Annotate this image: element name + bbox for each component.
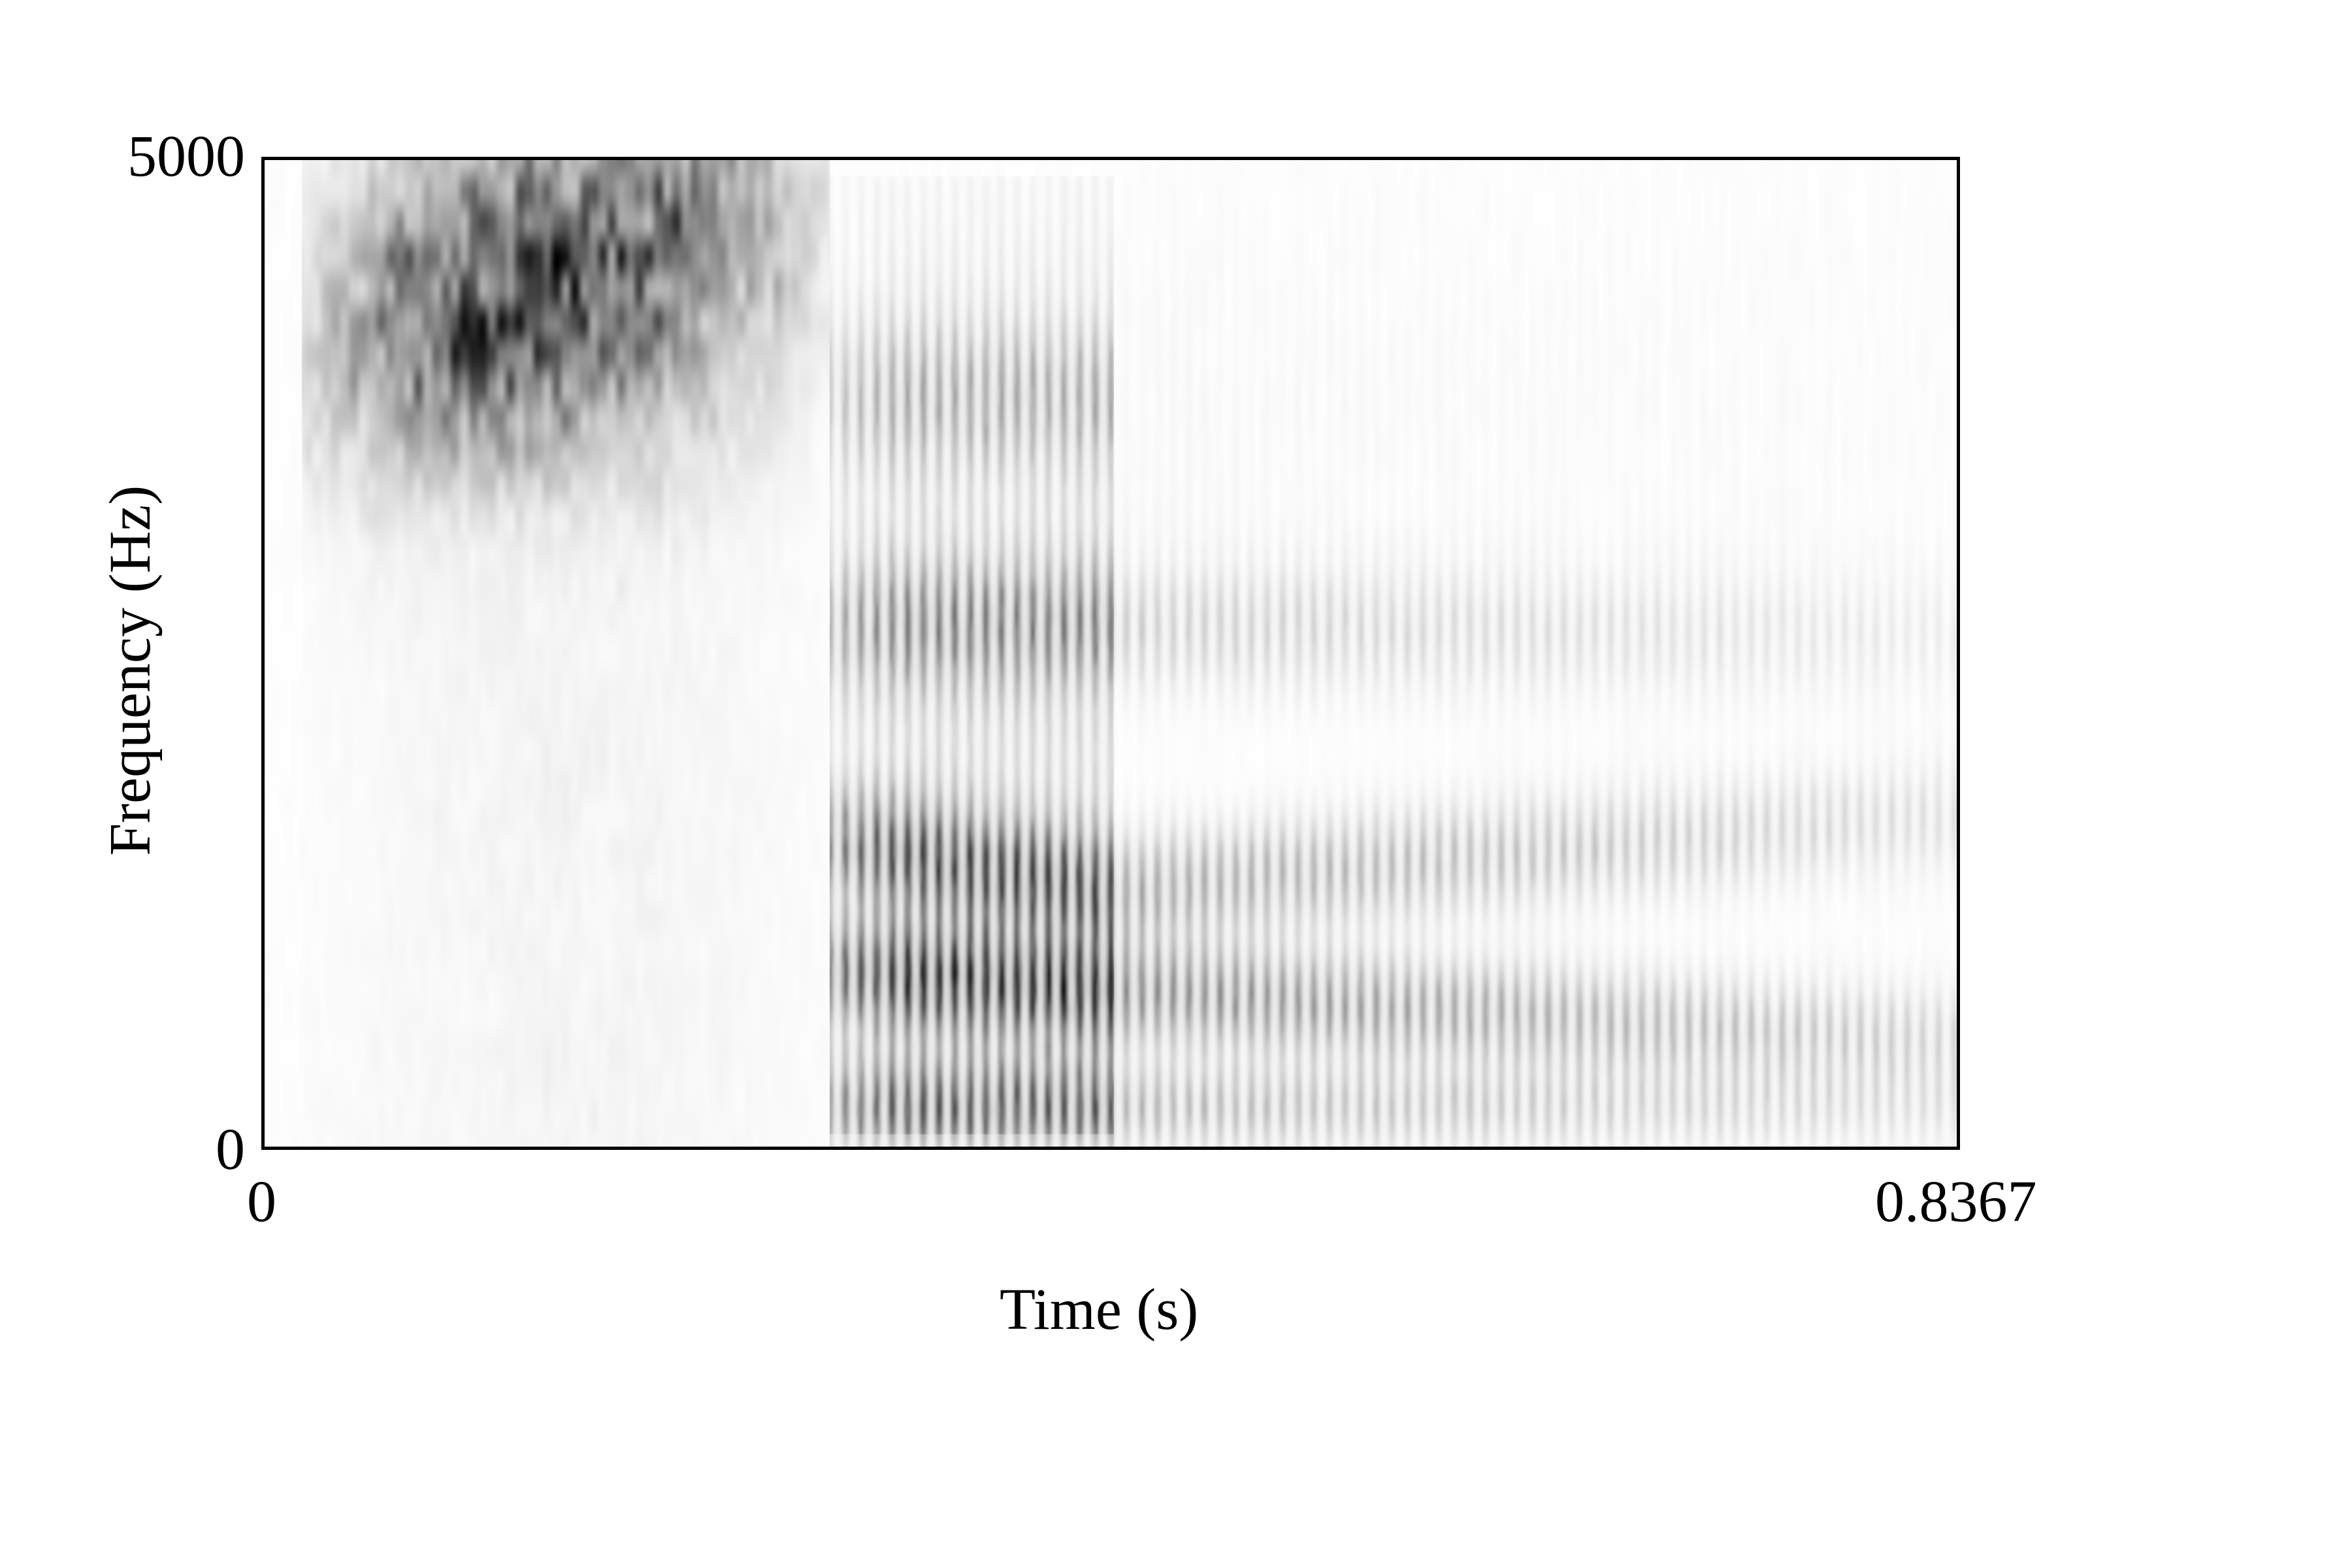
plot-area xyxy=(261,157,1960,1150)
spectrogram-canvas xyxy=(261,157,1960,1150)
x-tick-min: 0 xyxy=(247,1173,276,1232)
x-axis-label: Time (s) xyxy=(1000,1281,1198,1339)
y-tick-min: 0 xyxy=(216,1120,245,1179)
y-tick-max: 5000 xyxy=(127,127,245,186)
spectrogram-figure: Frequency (Hz) 5000 0 0 0.8367 Time (s) xyxy=(0,0,2352,1568)
y-axis-label: Frequency (Hz) xyxy=(101,485,160,856)
x-tick-max: 0.8367 xyxy=(1875,1173,2037,1232)
